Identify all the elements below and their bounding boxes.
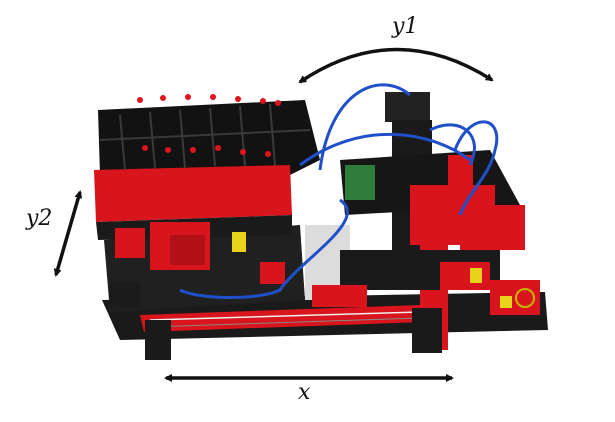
y2-axis-label: y2 (26, 206, 53, 231)
x-axis-label: x (298, 380, 311, 405)
lower-mechanics (110, 222, 285, 307)
storage-rack (94, 94, 320, 240)
linear-rail (140, 285, 442, 360)
y1-axis-label: y1 (392, 14, 419, 39)
y1-arc-arrow (298, 47, 494, 84)
y2-arrow (53, 190, 83, 277)
pneumatic-hoses (179, 83, 499, 299)
